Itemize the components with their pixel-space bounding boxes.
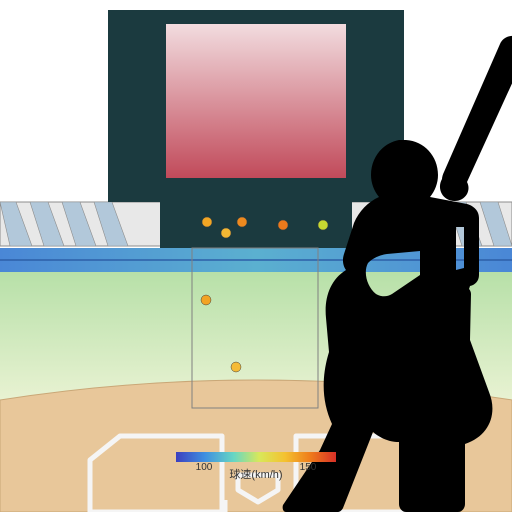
pitch-marker (278, 220, 288, 230)
pitch-marker (318, 220, 328, 230)
pitch-marker (237, 217, 247, 227)
pitch-marker (221, 228, 231, 238)
legend-colorbar (176, 452, 336, 462)
pitch-marker (202, 217, 212, 227)
pitch-marker (201, 295, 211, 305)
legend-tick: 150 (300, 462, 317, 473)
pitch-marker (231, 362, 241, 372)
legend-label: 球速(km/h) (229, 467, 282, 481)
legend-tick: 100 (196, 462, 213, 473)
scoreboard-screen (166, 24, 346, 178)
